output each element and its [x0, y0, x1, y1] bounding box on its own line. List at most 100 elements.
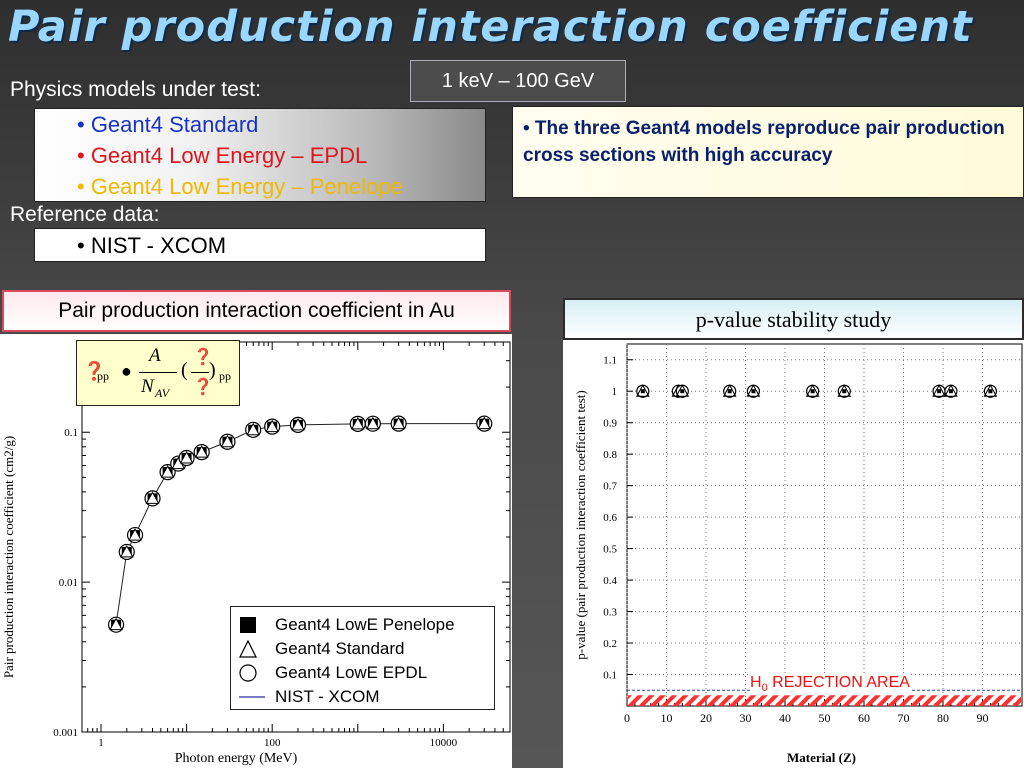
pvalue-square: [640, 389, 645, 394]
y-axis-label: p-value (pair production interaction coe…: [573, 390, 588, 659]
x-tick-label: 20: [700, 711, 712, 725]
standard-point: [220, 434, 235, 448]
left-chart: 1 100 10000 0.001 0.01 0.1 Photon energy (MeV)…: [1, 341, 511, 766]
energy-range-box: 1 keV – 100 GeV: [410, 60, 626, 102]
standard-point: [119, 544, 134, 558]
legend-item-penelope: Geant4 LowE Penelope: [231, 613, 494, 637]
y-tick-label: 0.8: [603, 449, 617, 461]
legend-item-nist: NIST - XCOM: [231, 685, 494, 709]
pvalue-triangle: [722, 384, 737, 397]
model-penelope: • Geant4 Low Energy – Penelope: [77, 174, 403, 199]
standard-point: [246, 422, 261, 436]
right-plot-title: p-value stability study: [563, 298, 1024, 340]
reference-label: Reference data:: [10, 203, 160, 226]
circle-icon: [239, 664, 257, 682]
y-tick-label: 0.1: [603, 670, 617, 682]
x-tick-label: 1: [98, 737, 104, 749]
pvalue-square: [937, 389, 942, 394]
x-tick-label: 30: [740, 711, 752, 725]
y-tick-label: 0.9: [603, 418, 617, 430]
rejection-area-label: H0 REJECTION AREA: [750, 674, 910, 695]
x-tick-label: 60: [858, 711, 870, 725]
standard-point: [145, 491, 160, 504]
rejection-label-main: H: [750, 674, 762, 691]
formula-frac-top: ❓: [193, 349, 213, 366]
filled-square-icon: [240, 617, 256, 633]
legend-label-epdl: Geant4 LowE EPDL: [275, 663, 428, 682]
pvalue-square: [810, 389, 815, 394]
formula-denom-sub: AV: [155, 386, 170, 400]
rejection-label-sub: 0: [761, 682, 768, 695]
x-tick-label: 10: [661, 711, 673, 725]
x-axis-label: Material (Z): [787, 750, 856, 765]
pvalue-triangle: [983, 384, 998, 397]
nist-xcom-line: [115, 423, 485, 625]
pvalue-square: [727, 389, 732, 394]
y-tick-label: 1.1: [603, 355, 617, 367]
pvalue-triangle: [635, 384, 650, 397]
pvalue-square: [988, 389, 993, 394]
formula-lhs-symbol: ❓: [83, 361, 106, 381]
x-tick-label: 80: [937, 711, 949, 725]
formula-numer: A: [149, 345, 161, 366]
formula-paren-close: ): [209, 359, 216, 381]
y-tick-label: 0.2: [603, 638, 617, 650]
y-tick-label: 0.6: [603, 512, 617, 524]
formula-inner-bar: [191, 372, 209, 373]
y-tick-label: 1: [612, 386, 618, 398]
y-tick-label: 0.001: [53, 727, 78, 739]
pvalue-square: [680, 389, 685, 394]
formula-fraction-bar: [139, 372, 177, 373]
formula-paren-open: (: [181, 359, 188, 381]
pvalue-square: [948, 389, 953, 394]
y-tick-label: 0.5: [603, 544, 617, 556]
pvalue-triangle: [675, 384, 690, 397]
y-axis-label: Pair production interaction coefficient …: [1, 436, 16, 678]
pvalue-square: [842, 389, 847, 394]
standard-point: [477, 416, 492, 430]
formula-lhs-sub: pp: [97, 369, 109, 383]
legend-label-standard: Geant4 Standard: [275, 639, 405, 658]
formula-rhs-sub: pp: [219, 369, 231, 383]
formula-box: ❓ pp ● A N AV ( ❓ ❓ ) pp: [76, 340, 240, 406]
standard-point: [291, 417, 305, 431]
left-plot-title: Pair production interaction coefficient …: [2, 290, 511, 332]
right-chart: 0 10 20 30 40 50 60 70 80 900.10.20.30.40.50.60.7…: [573, 343, 1023, 765]
legend-label-nist: NIST - XCOM: [275, 687, 380, 706]
y-tick-label: 0.1: [64, 427, 78, 439]
line-icon: [239, 696, 265, 698]
x-tick-label: 50: [819, 711, 831, 725]
x-tick-label: 90: [977, 711, 989, 725]
x-tick-label: 70: [898, 711, 910, 725]
x-tick-label: 0: [624, 711, 630, 725]
formula-denom: N: [141, 376, 154, 397]
standard-point: [160, 465, 175, 478]
left-chart-legend: Geant4 LowE Penelope Geant4 Standard Gea…: [230, 606, 495, 710]
y-tick-label: 0.4: [603, 575, 617, 587]
conclusion-note: • The three Geant4 models reproduce pair…: [512, 106, 1024, 198]
pvalue-triangle: [746, 384, 761, 397]
standard-point: [350, 416, 365, 430]
legend-item-standard: Geant4 Standard: [231, 637, 494, 661]
legend-label-penelope: Geant4 LowE Penelope: [275, 615, 455, 634]
standard-point: [179, 450, 194, 464]
x-tick-label: 10000: [430, 737, 458, 749]
x-tick-label: 40: [779, 711, 791, 725]
pvalue-triangle: [944, 384, 958, 397]
rejection-label-rest: REJECTION AREA: [767, 674, 910, 691]
standard-point: [128, 528, 142, 541]
model-epdl: • Geant4 Low Energy – EPDL: [77, 143, 368, 168]
formula-frac-bottom: ❓: [193, 379, 213, 396]
triangle-icon: [239, 639, 257, 658]
legend-item-epdl: Geant4 LowE EPDL: [231, 661, 494, 685]
slide-title: Pair production interaction coefficient: [8, 2, 973, 52]
pvalue-triangle: [805, 384, 820, 397]
models-label: Physics models under test:: [10, 78, 261, 101]
standard-point: [194, 445, 209, 458]
standard-point: [366, 416, 380, 430]
standard-point: [265, 419, 280, 433]
x-axis-label: Photon energy (MeV): [175, 751, 298, 766]
rejection-area: [628, 695, 1021, 706]
y-tick-label: 0.3: [603, 607, 617, 619]
pvalue-triangle: [837, 384, 852, 397]
